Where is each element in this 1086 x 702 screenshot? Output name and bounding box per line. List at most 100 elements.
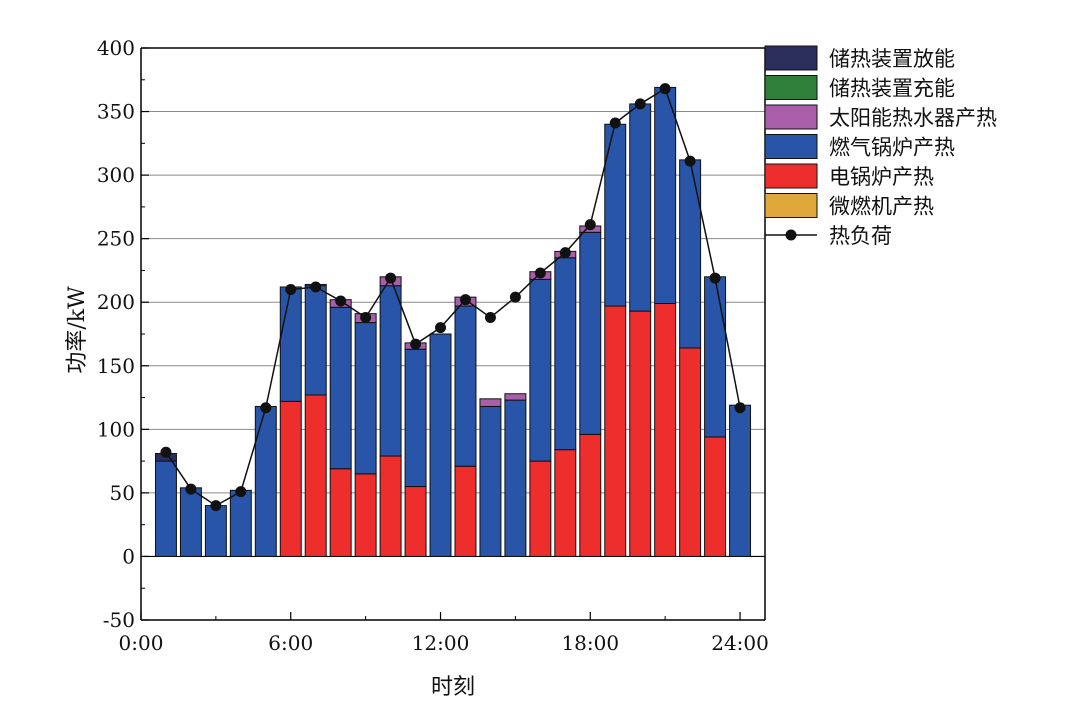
bar-segment <box>529 460 552 557</box>
bar-segment <box>679 347 702 557</box>
heat-load-point <box>484 311 496 323</box>
y-tick-label: -50 <box>103 608 135 632</box>
heat-load-point <box>385 272 397 284</box>
bar-segment <box>279 400 302 557</box>
heat-load-polyline <box>165 87 741 507</box>
y-axis-label: 功率/kW <box>65 286 90 374</box>
heat-load-point <box>235 486 247 498</box>
x-tick-label: 24:00 <box>711 631 769 655</box>
bar-segment <box>629 310 652 557</box>
y-tick-label: 250 <box>97 227 135 251</box>
bar-segment <box>529 278 552 462</box>
heat-load-point <box>509 291 521 303</box>
y-tick-label: 200 <box>97 290 135 314</box>
x-tick-label: 0:00 <box>119 631 164 655</box>
legend-label: 热负荷 <box>829 224 892 248</box>
heat-load-point <box>559 247 571 259</box>
bar-segment <box>304 285 327 396</box>
heat-load-point <box>260 402 272 414</box>
bar-segment <box>329 306 352 470</box>
bar-segment <box>354 322 377 475</box>
bar-segment <box>304 394 327 557</box>
bar-segment <box>704 436 727 557</box>
heat-load-point <box>684 155 696 167</box>
bar-segment <box>704 276 727 438</box>
bar-segment <box>479 405 502 557</box>
legend-swatch <box>764 45 818 71</box>
bar-segment <box>329 468 352 557</box>
bar-segment <box>379 285 402 457</box>
bar-segment <box>579 433 602 557</box>
heat-load-point <box>584 219 596 231</box>
heat-load-line <box>160 83 746 512</box>
heat-load-point <box>310 281 322 293</box>
heat-load-point <box>335 295 347 307</box>
legend-label: 微燃机产热 <box>829 195 934 219</box>
heat-load-point <box>410 338 422 350</box>
bar-segment <box>629 103 652 312</box>
heat-load-point <box>185 483 197 495</box>
heat-load-point <box>360 311 372 323</box>
legend-swatch <box>764 134 818 159</box>
y-tick-label: 100 <box>97 417 135 441</box>
y-tick-label: 0 <box>122 544 135 568</box>
x-axis-label: 时刻 <box>431 675 475 700</box>
legend-label: 储热装置放能 <box>829 47 955 71</box>
heat-load-point <box>659 83 671 95</box>
bar-segment <box>504 399 527 557</box>
bar-segment <box>729 404 752 557</box>
y-tick-label: 300 <box>97 163 135 187</box>
legend-label: 电锅炉产热 <box>829 165 934 189</box>
bar-segment <box>454 465 477 557</box>
bar-segment <box>479 398 502 407</box>
legend-label: 储热装置充能 <box>829 77 955 101</box>
bar-segment <box>579 231 602 435</box>
bar-segment <box>154 460 177 557</box>
bar-segment <box>354 473 377 557</box>
heat-load-point <box>459 294 471 306</box>
bar-segment <box>654 302 677 557</box>
x-tick-label: 12:00 <box>412 631 470 655</box>
bar-segment <box>504 393 527 401</box>
bars <box>154 86 752 557</box>
heat-load-point <box>285 284 297 296</box>
axes: -50 0 50 100 150 200 250 300 350 400 0:00 6:00 12:00… <box>97 36 769 655</box>
x-tick-label: 18:00 <box>561 631 619 655</box>
legend-label: 燃气锅炉产热 <box>829 136 955 160</box>
y-tick-label: 150 <box>97 354 135 378</box>
bar-segment <box>429 333 452 557</box>
x-tick-label: 6:00 <box>268 631 313 655</box>
legend-swatch <box>764 104 818 130</box>
bar-segment <box>654 86 677 304</box>
heat-load-point <box>435 322 447 334</box>
legend-swatch <box>764 75 818 100</box>
bar-segment <box>379 455 402 557</box>
heat-load-point <box>634 98 646 110</box>
bar-segment <box>179 487 202 557</box>
bar-segment <box>554 449 577 557</box>
bar-segment <box>229 489 252 557</box>
y-tick-label: 400 <box>97 36 135 60</box>
y-tick-label: 350 <box>97 100 135 124</box>
heat-load-point <box>160 446 172 458</box>
bar-segment <box>404 348 427 488</box>
bar-segment <box>679 159 702 349</box>
heat-load-point <box>734 402 746 414</box>
legend-line-marker <box>785 229 797 241</box>
heat-load-point <box>534 267 546 279</box>
bar-segment <box>204 505 227 557</box>
bar-segment <box>454 305 477 467</box>
bar-segment <box>254 405 277 557</box>
legend-swatch <box>764 163 818 189</box>
heat-load-point <box>709 272 721 284</box>
bar-segment <box>279 286 302 402</box>
legend-swatch <box>764 193 818 218</box>
bar-segment <box>604 305 627 557</box>
heat-load-point <box>609 117 621 129</box>
bar-segment <box>404 486 427 557</box>
bar-segment <box>554 257 577 451</box>
legend-label: 太阳能热水器产热 <box>829 106 997 130</box>
y-tick-label: 50 <box>110 481 135 505</box>
